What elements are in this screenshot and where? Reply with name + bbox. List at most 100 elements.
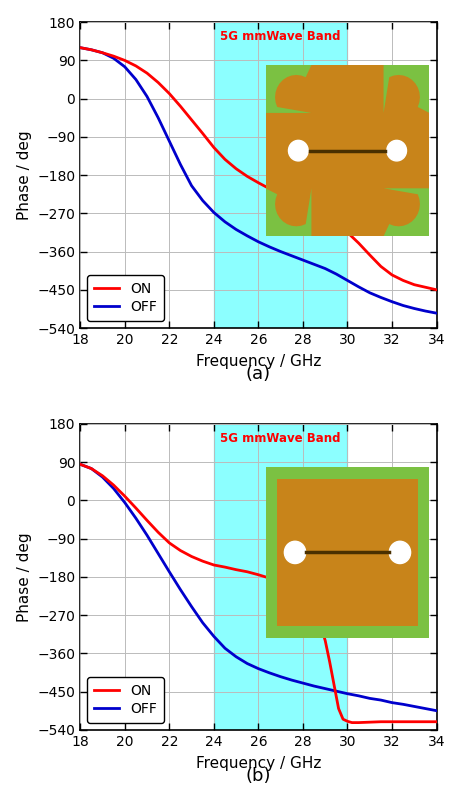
ON — [345, 717, 350, 726]
X-axis label: Frequency / GHz: Frequency / GHz — [196, 354, 321, 369]
ON — [389, 271, 395, 280]
ON — [349, 718, 355, 728]
OFF — [334, 686, 339, 696]
ON — [178, 101, 183, 111]
OFF — [78, 43, 83, 53]
ON — [200, 128, 206, 138]
OFF — [244, 231, 250, 241]
ON — [100, 48, 105, 57]
ON — [144, 69, 150, 78]
OFF — [189, 181, 195, 191]
OFF — [211, 207, 217, 217]
OFF — [100, 472, 105, 482]
OFF — [389, 297, 395, 306]
ON — [211, 143, 217, 152]
OFF — [178, 585, 183, 595]
OFF — [255, 664, 261, 674]
ON — [389, 717, 395, 726]
ON — [233, 565, 239, 575]
OFF — [412, 701, 417, 711]
ON — [334, 219, 339, 229]
Y-axis label: Phase / deg: Phase / deg — [17, 130, 32, 220]
OFF — [233, 652, 239, 662]
ON — [89, 45, 94, 54]
ON — [345, 227, 350, 237]
ON — [331, 681, 337, 690]
ON — [401, 275, 406, 285]
ON — [178, 546, 183, 555]
Text: 5G mmWave Band: 5G mmWave Band — [220, 432, 341, 444]
OFF — [200, 618, 206, 627]
ON — [300, 200, 306, 210]
OFF — [300, 678, 306, 688]
X-axis label: Frequency / GHz: Frequency / GHz — [196, 756, 321, 771]
ON — [336, 704, 341, 713]
OFF — [166, 136, 172, 146]
OFF — [345, 275, 350, 285]
OFF — [111, 484, 116, 493]
ON — [166, 89, 172, 98]
OFF — [222, 217, 228, 227]
OFF — [189, 602, 195, 611]
ON — [289, 195, 295, 204]
ON — [255, 570, 261, 579]
ON — [244, 567, 250, 577]
OFF — [423, 704, 428, 713]
OFF — [401, 301, 406, 310]
OFF — [133, 75, 139, 85]
OFF — [401, 700, 406, 709]
OFF — [322, 684, 328, 693]
ON — [267, 184, 272, 193]
OFF — [389, 697, 395, 707]
ON — [222, 155, 228, 164]
Line: ON: ON — [80, 464, 437, 723]
ON — [122, 56, 128, 65]
ON — [100, 471, 105, 480]
OFF — [133, 513, 139, 523]
OFF — [412, 304, 417, 314]
Text: (b): (b) — [246, 767, 271, 784]
Y-axis label: Phase / deg: Phase / deg — [17, 532, 32, 622]
ON — [356, 718, 361, 728]
ON — [289, 585, 295, 595]
OFF — [200, 196, 206, 205]
OFF — [356, 691, 361, 701]
Line: OFF: OFF — [80, 48, 437, 313]
ON — [211, 560, 217, 570]
Legend: ON, OFF: ON, OFF — [87, 275, 164, 321]
ON — [189, 115, 195, 124]
OFF — [144, 92, 150, 101]
OFF — [155, 113, 161, 123]
OFF — [89, 45, 94, 54]
OFF — [434, 308, 439, 318]
OFF — [100, 48, 105, 57]
ON — [423, 282, 428, 292]
ON — [367, 717, 372, 727]
ON — [255, 178, 261, 188]
OFF — [423, 306, 428, 316]
OFF — [278, 672, 284, 681]
Line: ON: ON — [80, 48, 437, 290]
Bar — [214, 22, 347, 328]
OFF — [111, 53, 116, 63]
ON — [244, 172, 250, 181]
ON — [189, 551, 195, 561]
ON — [434, 717, 439, 726]
OFF — [367, 693, 372, 703]
ON — [222, 563, 228, 572]
OFF — [356, 282, 361, 291]
ON — [278, 579, 284, 588]
ON — [322, 636, 328, 646]
ON — [89, 464, 94, 473]
OFF — [345, 689, 350, 698]
ON — [434, 285, 439, 294]
ON — [155, 77, 161, 87]
OFF — [267, 668, 272, 678]
ON — [327, 657, 333, 666]
OFF — [322, 264, 328, 274]
OFF — [155, 549, 161, 559]
OFF — [166, 567, 172, 577]
Line: OFF: OFF — [80, 464, 437, 711]
OFF — [311, 681, 317, 691]
ON — [111, 480, 116, 490]
